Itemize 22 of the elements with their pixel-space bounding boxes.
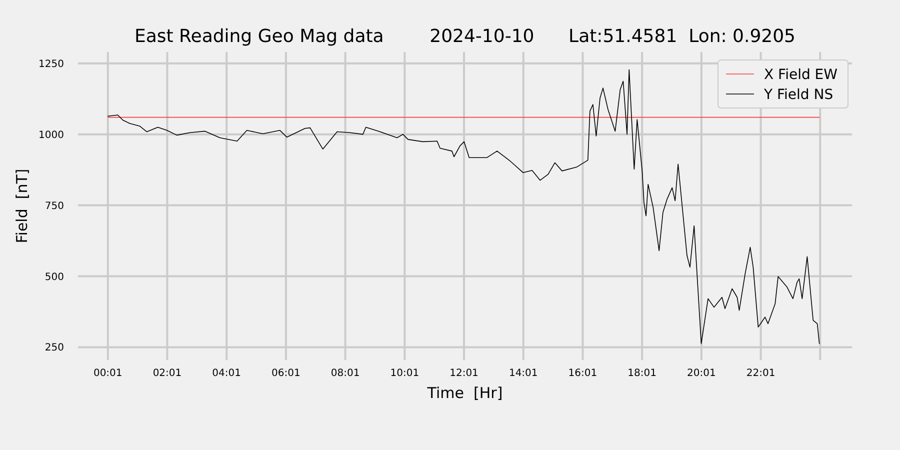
legend-label: X Field EW	[764, 67, 838, 83]
x-tick-label: 16:01	[568, 368, 598, 379]
y-tick-label: 750	[44, 200, 64, 212]
legend-label: Y Field NS	[763, 87, 834, 103]
x-tick-label: 02:01	[152, 368, 182, 379]
y-tick-label: 250	[44, 342, 64, 354]
y-tick-label: 500	[44, 272, 64, 283]
x-tick-label: 20:01	[687, 368, 716, 379]
x-tick-label: 04:01	[212, 368, 241, 379]
chart-title: East Reading Geo Mag data 2024-10-10 Lat:51.4581 Lon: 0.9205	[134, 26, 796, 47]
y-axis-title: Field [nT]	[13, 168, 31, 244]
x-axis-title: Time [Hr]	[426, 384, 503, 402]
x-tick-label: 14:01	[508, 368, 538, 379]
y-tick-label: 1250	[38, 58, 64, 70]
x-tick-label: 06:01	[272, 368, 300, 379]
x-tick-label: 18:01	[628, 368, 656, 379]
x-tick-label: 10:01	[390, 368, 420, 379]
x-tick-label: 08:01	[330, 368, 360, 379]
x-tick-label: 12:01	[450, 368, 478, 379]
y-tick-label: 1000	[38, 130, 64, 141]
x-tick-label: 22:01	[746, 368, 776, 379]
x-tick-label: 00:01	[93, 368, 122, 379]
